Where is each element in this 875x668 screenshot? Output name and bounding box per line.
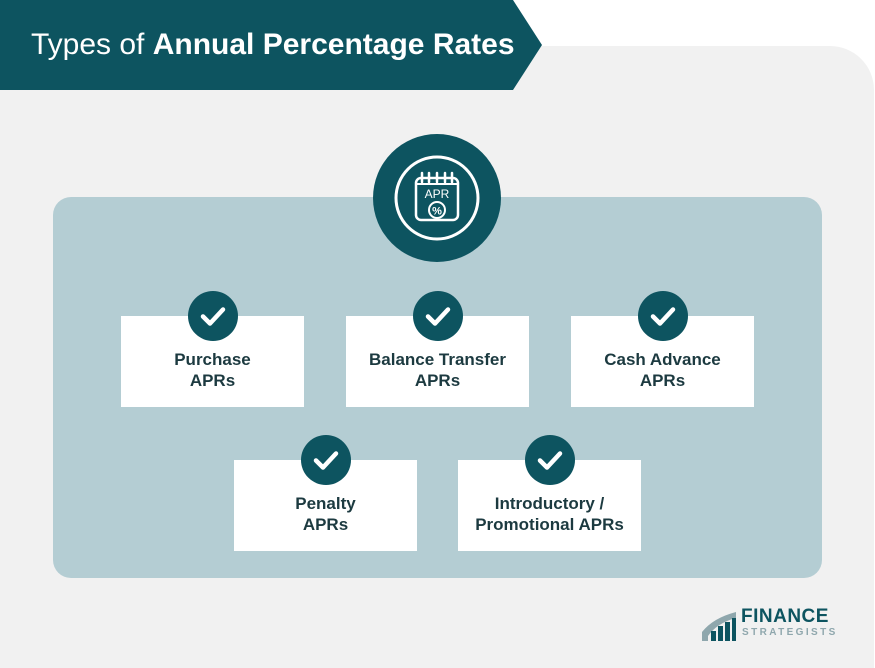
apr-badge: APR % [373, 134, 501, 262]
badge-label: APR [425, 187, 450, 201]
card-line-2: APRs [639, 371, 686, 390]
card-line-2: APRs [414, 371, 461, 390]
logo-tagline: STRATEGISTS [742, 627, 838, 638]
title-banner: Types of Annual Percentage Rates [0, 0, 542, 90]
card-line-2: APRs [189, 371, 236, 390]
checkmark-icon [301, 435, 351, 485]
card-line-1: Cash Advance [604, 350, 721, 369]
card-line-1: Purchase [174, 350, 251, 369]
logo-chart-icon [702, 612, 736, 641]
card-line-2: APRs [302, 515, 349, 534]
card-line-1: Introductory / [494, 494, 605, 513]
checkmark-icon [413, 291, 463, 341]
checkmark-icon [638, 291, 688, 341]
checkmark-icon [525, 435, 575, 485]
badge-percent-symbol: % [432, 206, 442, 218]
card-line-1: Penalty [295, 494, 356, 513]
finance-strategists-logo: FINANCE STRATEGISTS [701, 606, 836, 642]
title-main: Annual Percentage Rates [152, 28, 515, 61]
checkmark-icon [188, 291, 238, 341]
title-prefix: Types of [31, 28, 153, 61]
card-line-1: Balance Transfer [368, 350, 506, 369]
card-introductory-promotional-aprs: Introductory / Promotional APRs [458, 460, 641, 551]
apr-calendar-icon: APR % [394, 155, 480, 241]
logo-name: FINANCE [741, 606, 829, 627]
card-line-2: Promotional APRs [475, 515, 624, 534]
